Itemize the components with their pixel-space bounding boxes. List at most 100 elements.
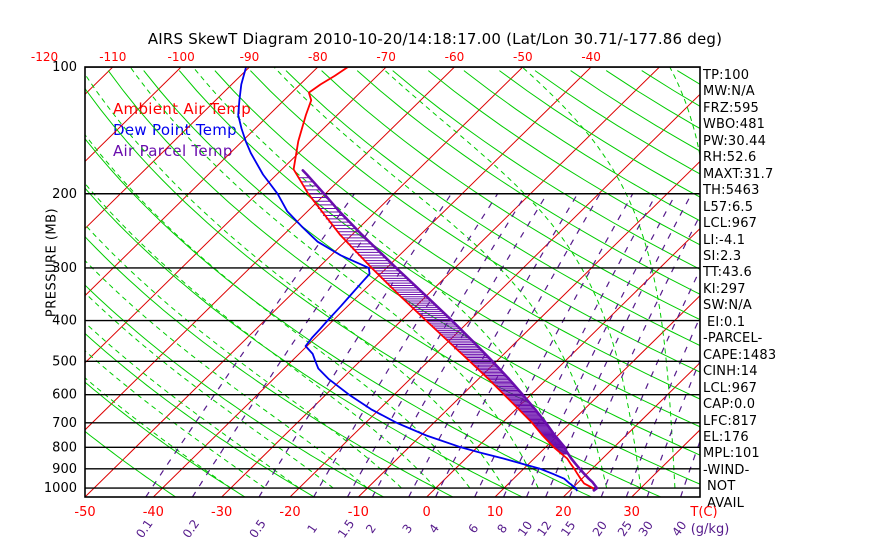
dry-adiabat-140 bbox=[463, 70, 700, 222]
isotherm--80 bbox=[85, 67, 319, 297]
index-line-si-2-3: SI:2.3 bbox=[703, 248, 742, 264]
isotherm--60 bbox=[85, 67, 455, 431]
mixing-ratio-tick-1.5: 1.5 bbox=[335, 517, 357, 541]
dry-adiabat-180 bbox=[605, 70, 700, 130]
index-line-lcl-967: LCL:967 bbox=[703, 380, 758, 396]
isotherm--90 bbox=[85, 67, 250, 230]
bottom-temp-tick--30: -30 bbox=[211, 505, 232, 520]
sounding-indices-panel: TP:100 MW:N/A FRZ:595 WBO:481 PW:30.44 RH:52.… bbox=[703, 68, 863, 512]
dry-adiabat-130 bbox=[427, 70, 700, 246]
index-line-li--4-1: LI:-4.1 bbox=[703, 232, 746, 248]
moist-adiabat-15 bbox=[129, 67, 539, 489]
mixing-ratio-1.5 bbox=[346, 193, 527, 497]
dry-adiabat-0 bbox=[85, 235, 454, 497]
mixing-ratio-tick-3: 3 bbox=[400, 522, 416, 536]
index-line-avail: AVAIL bbox=[707, 495, 745, 511]
index-line-th-5463: TH:5463 bbox=[703, 183, 760, 199]
index-line-ei-0-1: EI:0.1 bbox=[707, 314, 746, 330]
index-line-pw-30-44: PW:30.44 bbox=[703, 133, 767, 149]
dry-adiabat-220 bbox=[748, 71, 870, 497]
plot-frame bbox=[84, 66, 701, 498]
mixing-ratio-axis-label: (g/kg) bbox=[691, 522, 730, 537]
mixing-ratio-4 bbox=[434, 193, 601, 497]
dry-adiabat-170 bbox=[570, 70, 700, 152]
isotherm--70 bbox=[85, 67, 387, 364]
index-line-ki-297: KI:297 bbox=[703, 281, 746, 297]
top-temp-tick--40: -40 bbox=[581, 50, 601, 64]
pressure-tick-800: 800 bbox=[52, 440, 77, 455]
pressure-tick-400: 400 bbox=[52, 314, 77, 329]
mixing-ratio-tick-6: 6 bbox=[465, 522, 481, 536]
moist-adiabat-20 bbox=[192, 67, 573, 489]
moist-adiabat--15 bbox=[85, 292, 334, 489]
top-temp-tick--100: -100 bbox=[168, 50, 195, 64]
dry-adiabat-10 bbox=[85, 187, 523, 497]
index-line-maxt-31-7: MAXT:31.7 bbox=[703, 166, 774, 182]
mixing-ratio-10 bbox=[525, 193, 677, 497]
moist-adiabat-35 bbox=[521, 67, 676, 489]
mixing-ratio-1 bbox=[313, 193, 499, 497]
dry-adiabat-80 bbox=[250, 70, 700, 373]
index-line-rh-52-6: RH:52.6 bbox=[703, 150, 757, 166]
mixing-ratio-tick-8: 8 bbox=[494, 522, 510, 536]
moist-adiabat-30 bbox=[380, 67, 642, 489]
index-line-mpl-101: MPL:101 bbox=[703, 446, 760, 462]
top-temp-tick--80: -80 bbox=[308, 50, 328, 64]
mixing-ratio-tick-0.5: 0.5 bbox=[246, 517, 268, 541]
mixing-ratio-tick-4: 4 bbox=[426, 522, 442, 536]
pressure-tick-500: 500 bbox=[52, 354, 77, 369]
mixing-ratio-tick-10: 10 bbox=[515, 518, 535, 539]
mixing-ratio-20 bbox=[600, 268, 700, 497]
dry-adiabat-210 bbox=[713, 71, 870, 497]
sounding-curve-air-parcel-temp bbox=[301, 169, 599, 492]
bottom-temp-tick-20: 20 bbox=[555, 505, 572, 520]
isotherm-60 bbox=[837, 67, 870, 497]
index-line-lcl-967: LCL:967 bbox=[703, 216, 758, 232]
index-line-el-176: EL:176 bbox=[703, 429, 749, 445]
dry-adiabat-40 bbox=[107, 70, 700, 485]
index-line--wind-: -WIND- bbox=[703, 462, 750, 478]
dry-adiabat--40 bbox=[85, 430, 176, 497]
page-title: AIRS SkewT Diagram 2010-10-20/14:18:17.0… bbox=[147, 30, 723, 48]
pressure-tick-100: 100 bbox=[52, 60, 77, 75]
temp-axis-label: T(C) bbox=[689, 505, 717, 520]
mixing-ratio-tick-25: 25 bbox=[615, 518, 635, 539]
cape-hatch-region bbox=[298, 177, 569, 455]
top-temp-tick--60: -60 bbox=[445, 50, 465, 64]
index-line--parcel-: -PARCEL- bbox=[703, 331, 763, 347]
index-line-cape-1483: CAPE:1483 bbox=[703, 347, 777, 363]
isotherm-40 bbox=[699, 496, 700, 497]
mixing-ratio-3 bbox=[408, 193, 579, 497]
isotherm-20 bbox=[562, 362, 700, 497]
dry-adiabat-20 bbox=[85, 137, 592, 497]
moist-adiabat-5 bbox=[85, 133, 471, 489]
isotherm-50 bbox=[768, 67, 870, 497]
moist-adiabat--20 bbox=[85, 322, 300, 489]
dry-adiabat--30 bbox=[85, 381, 246, 497]
mixing-ratio-12 bbox=[545, 193, 693, 497]
top-temp-tick--70: -70 bbox=[376, 50, 396, 64]
bottom-temp-tick--10: -10 bbox=[348, 505, 369, 520]
isotherm-10 bbox=[494, 294, 700, 497]
isotherm--120 bbox=[0, 67, 44, 497]
moist-adiabat--30 bbox=[85, 377, 232, 489]
index-line-not: NOT bbox=[707, 479, 736, 495]
mixing-ratio-tick-40: 40 bbox=[669, 518, 689, 539]
isotherm--20 bbox=[289, 93, 700, 497]
bottom-temp-tick--50: -50 bbox=[74, 505, 95, 520]
dry-adiabat-50 bbox=[143, 70, 700, 456]
mixing-ratio-tick-15: 15 bbox=[558, 518, 578, 539]
bottom-temp-tick-0: 0 bbox=[423, 505, 431, 520]
moist-adiabat-0 bbox=[85, 182, 437, 489]
mixing-ratio-tick-1: 1 bbox=[304, 522, 320, 536]
top-temp-tick--90: -90 bbox=[240, 50, 260, 64]
dry-adiabat-110 bbox=[356, 70, 700, 295]
top-temp-tick--120: -120 bbox=[31, 50, 58, 64]
index-line-mw-n-a: MW:N/A bbox=[703, 84, 755, 100]
index-line-sw-n-a: SW:N/A bbox=[703, 298, 752, 314]
mixing-ratio-8 bbox=[502, 193, 658, 497]
moist-adiabat-10 bbox=[85, 73, 505, 489]
moist-adiabat--25 bbox=[85, 350, 266, 489]
